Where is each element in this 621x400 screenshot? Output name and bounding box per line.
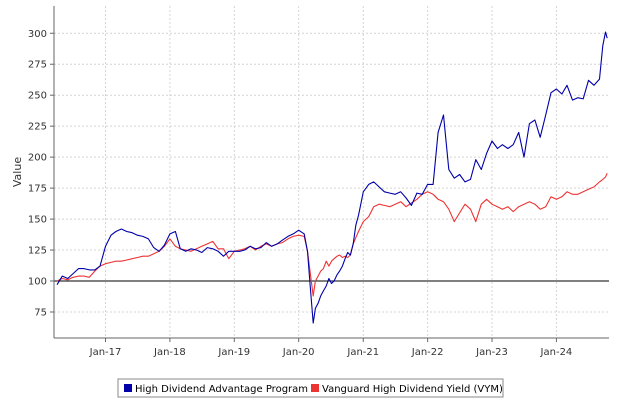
x-tick-label: Jan-21 (346, 347, 379, 358)
series-line-hdap (56, 31, 608, 324)
plot-area (54, 6, 609, 338)
y-tick-label: 125 (28, 246, 47, 257)
x-tick-label: Jan-17 (89, 347, 122, 358)
x-tick-label: Jan-24 (540, 347, 573, 358)
legend-label-hdap: High Dividend Advantage Program (135, 384, 308, 395)
y-axis-title: Value (11, 157, 24, 187)
series-lines (56, 31, 608, 324)
y-tick-label: 175 (28, 184, 47, 195)
x-tick-label: Jan-18 (153, 347, 186, 358)
legend-swatch-vym (311, 384, 319, 392)
legend-label-vym: Vanguard High Dividend Yield (VYM) (322, 384, 503, 395)
legend-box (117, 378, 504, 398)
x-axis-ticks: Jan-17 Jan-18 Jan-19 Jan-20 Jan-21 Jan-22 Jan-… (89, 338, 573, 358)
y-axis-ticks: 75 100 125 150 175 200 225 250 275 300 (28, 29, 54, 318)
y-tick-label: 75 (34, 307, 47, 318)
y-tick-label: 225 (28, 122, 47, 133)
x-tick-label: Jan-23 (475, 347, 508, 358)
legend-swatch-hdap (124, 384, 132, 392)
y-tick-label: 150 (28, 215, 47, 226)
y-tick-label: 250 (28, 91, 47, 102)
grid-lines (54, 6, 609, 338)
x-tick-label: Jan-20 (282, 347, 315, 358)
x-tick-label: Jan-19 (217, 347, 250, 358)
legend: High Dividend Advantage Program Vanguard… (117, 378, 504, 398)
y-tick-label: 300 (28, 29, 47, 40)
y-tick-label: 100 (28, 277, 47, 288)
y-tick-label: 275 (28, 60, 47, 71)
y-tick-label: 200 (28, 153, 47, 164)
x-tick-label: Jan-22 (411, 347, 444, 358)
